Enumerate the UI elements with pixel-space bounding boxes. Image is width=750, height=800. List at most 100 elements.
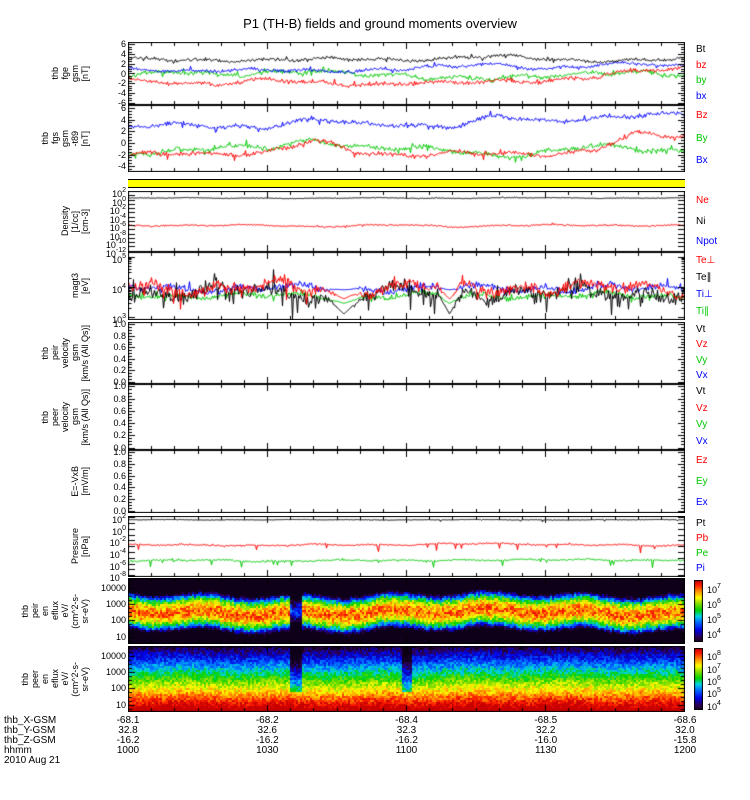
y-tick-label: 6: [120, 39, 126, 50]
x-tick-value: -16.0: [534, 735, 558, 746]
y-tick-label: 0.8: [113, 330, 126, 341]
x-tick-value: -16.2: [395, 735, 418, 746]
panel-pressure-ylabel: Pressure [nPa]: [8, 516, 90, 577]
y-tick-label: 0.6: [113, 405, 126, 416]
legend-vpeir-2: Vz: [696, 339, 708, 351]
ylabel-line: eflux: [50, 601, 60, 621]
legend-density-2: Ni: [696, 215, 706, 227]
x-tick-value: -68.6: [673, 715, 697, 726]
panel-specir-ylabel: thb peir en eflux eV/(cm^2-s-sr-eV): [8, 578, 90, 644]
legend-vpeer-3: Vy: [696, 419, 708, 431]
date-label: 2010 Aug 21: [4, 755, 61, 766]
legend-fgs-3: Bx: [696, 154, 708, 166]
ylabel-line: thb: [40, 410, 50, 424]
ylabel-line: gsm: [70, 344, 80, 362]
panel-fgs-canvas: [128, 105, 685, 172]
ylabel-line: peer: [50, 407, 60, 426]
panel-pressure-canvas: [128, 516, 685, 577]
colorbar-tick-label: 107: [707, 662, 721, 675]
panel-efield-ylabel: E=-VxB [mV/m]: [8, 450, 90, 513]
y-tick-label: 105: [112, 252, 126, 265]
colorbar-tick-label: 105: [707, 612, 721, 625]
legend-density-3: Npot: [696, 235, 718, 247]
x-tick-value: -68.1: [116, 715, 140, 726]
y-tick-label: 10-2: [109, 536, 126, 549]
legend-fge-4: bx: [696, 91, 707, 103]
legend-vpeir-4: Vx: [696, 370, 708, 382]
legend-fgs-1: Bz: [696, 110, 708, 122]
ylabel-line: thb: [40, 346, 50, 360]
y-tick-label: 4: [120, 49, 126, 60]
y-tick-label: -2: [117, 78, 126, 89]
y-tick-label: 0.6: [113, 470, 126, 481]
colorbar-specir: [694, 580, 703, 642]
y-tick-label: 0.4: [113, 418, 126, 429]
panel-specir-canvas: [128, 578, 685, 644]
y-tick-label: 0.8: [113, 393, 126, 404]
y-tick-label: 0.8: [113, 459, 126, 469]
panel-temp-canvas: [128, 252, 685, 320]
y-tick-label: 10-4: [109, 548, 126, 561]
colorbar-tick-label: 107: [707, 583, 721, 596]
ylabel-line: Density: [60, 206, 70, 237]
panel-specer-canvas: [128, 646, 685, 712]
legend-efield-3: Ex: [696, 496, 708, 508]
legend-density-1: Ne: [696, 195, 709, 207]
ylabel-line: thb: [20, 604, 30, 618]
y-tick-label: 100: [110, 615, 126, 626]
ylabel-line: (cm^2-s-: [70, 661, 80, 697]
y-tick-label: 0.0: [113, 442, 126, 453]
y-tick-label: 2: [120, 58, 126, 69]
y-tick-label: 10: [115, 631, 126, 642]
y-tick-label: 1.0: [113, 381, 126, 392]
y-tick-label: 1.0: [113, 447, 126, 458]
ylabel-line: fgs: [50, 132, 60, 145]
x-tick-value: -15.8: [673, 735, 697, 746]
x-tick-value: -68.4: [395, 715, 418, 726]
legend-vpeer-2: Vz: [696, 402, 708, 414]
x-tick-value: 32.3: [396, 725, 417, 736]
x-tick-value: 32.0: [675, 725, 695, 736]
y-tick-label: 102: [112, 187, 126, 200]
ylabel-line: peir: [30, 603, 40, 619]
y-tick-label: 10-6: [109, 559, 126, 572]
ylabel-line: thb: [40, 132, 50, 145]
y-tick-label: 0.0: [113, 505, 126, 516]
y-tick-label: 100: [112, 524, 126, 537]
y-tick-label: 10-4: [109, 212, 126, 225]
x-tick-value: 32.6: [257, 725, 277, 736]
y-tick-label: 10-10: [105, 238, 126, 251]
legend-temp-4: Ti∥: [696, 305, 709, 317]
colorbar-specer: [694, 648, 703, 710]
x-tick-value: 1000: [116, 745, 140, 756]
y-tick-label: 10-8: [109, 571, 126, 584]
y-tick-label: 0: [120, 137, 126, 148]
y-tick-label: -2: [117, 149, 126, 160]
legend-vpeer-1: Vt: [696, 386, 706, 398]
y-tick-label: 1.0: [113, 319, 126, 330]
ylabel-line: E=-VxB: [70, 466, 80, 497]
y-tick-label: 10: [115, 699, 126, 710]
ylabel-line: eV/: [60, 672, 70, 686]
legend-fge-3: by: [696, 75, 707, 87]
x-axis-row-label-hhmm: hhmm: [4, 745, 32, 756]
legend-vpeer-4: Vx: [696, 435, 708, 447]
colorbar-tick-label: 108: [707, 650, 721, 663]
x-tick-value: 1100: [395, 745, 418, 756]
colorbar-tick-label: 104: [707, 627, 721, 640]
y-tick-label: -4: [117, 161, 126, 172]
x-tick-value: -16.2: [255, 735, 279, 746]
y-tick-label: 102: [112, 513, 126, 526]
ylabel-line: eV/: [60, 604, 70, 618]
legend-efield-1: Ez: [696, 454, 708, 466]
ylabel-line: velocity: [60, 401, 70, 432]
ylabel-line: gsm: [70, 408, 80, 426]
ylabel-line: gsm: [70, 64, 80, 82]
y-tick-label: 4: [120, 114, 126, 125]
legend-fgs-2: By: [696, 132, 708, 144]
colorbar-tick-label: 105: [707, 687, 721, 700]
x-axis-row-label-x-gsm: thb_X-GSM: [4, 715, 57, 726]
y-tick-label: 0.4: [113, 353, 126, 364]
plot-title: P1 (TH-B) fields and ground moments over…: [243, 16, 517, 31]
ylabel-line: en: [40, 673, 50, 684]
